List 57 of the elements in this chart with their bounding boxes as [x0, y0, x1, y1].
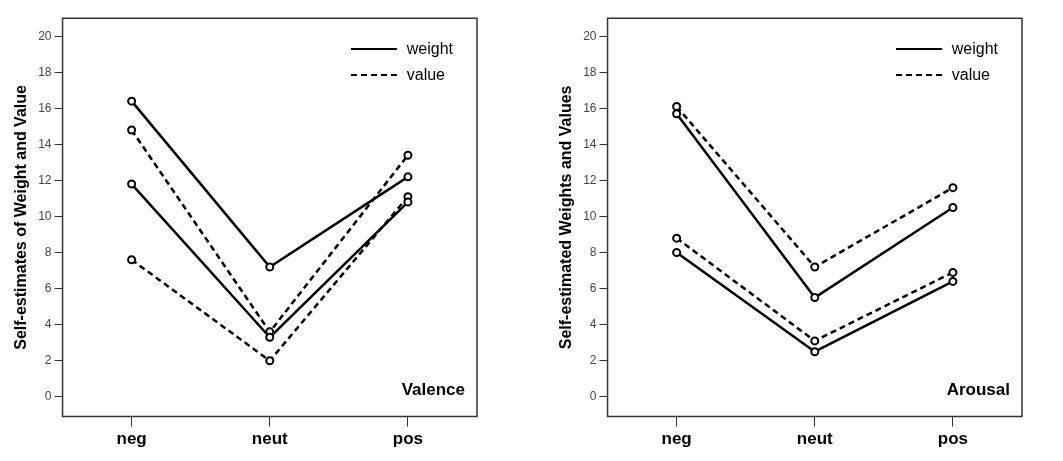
- point: [810, 262, 820, 272]
- point: [948, 202, 958, 212]
- y-tick-label: 0: [44, 389, 52, 404]
- y-tick-label: 14: [38, 136, 52, 151]
- point: [265, 356, 275, 366]
- point: [672, 248, 682, 258]
- x-tick-label: neut: [796, 429, 834, 449]
- point: [265, 262, 275, 272]
- y-tick-label: 16: [583, 100, 597, 115]
- annotation: Valence: [401, 379, 465, 399]
- y-tick-label: 0: [589, 389, 597, 404]
- y-axis-title: Self-estimates of Weight and Value: [12, 84, 30, 350]
- y-tick-label: 20: [38, 28, 52, 43]
- y-tick-label: 2: [44, 353, 52, 368]
- point: [403, 172, 413, 182]
- y-tick-label: 12: [583, 172, 597, 187]
- point: [810, 336, 820, 346]
- y-tick-label: 4: [589, 316, 597, 331]
- y-tick-label: 10: [583, 208, 597, 223]
- annotation: Arousal: [946, 379, 1010, 399]
- x-tick-label: pos: [937, 429, 969, 449]
- legend-label: value: [406, 66, 445, 84]
- legend-label: value: [951, 66, 990, 84]
- y-tick-label: 8: [589, 244, 597, 259]
- y-tick-label: 18: [583, 64, 597, 79]
- point: [127, 255, 137, 265]
- x-tick-label: neg: [661, 429, 692, 449]
- point: [948, 276, 958, 286]
- point: [127, 125, 137, 135]
- x-tick-label: neut: [251, 429, 289, 449]
- y-tick-label: 10: [38, 208, 52, 223]
- y-tick-label: 18: [38, 64, 52, 79]
- y-tick-label: 2: [589, 353, 597, 368]
- y-tick-label: 6: [589, 280, 597, 295]
- point: [672, 109, 682, 119]
- x-tick-label: pos: [392, 429, 424, 449]
- x-tick-label: neg: [116, 429, 147, 449]
- y-tick-label: 16: [38, 100, 52, 115]
- point: [948, 267, 958, 277]
- point: [265, 332, 275, 342]
- point: [948, 183, 958, 193]
- point: [810, 293, 820, 303]
- point: [403, 150, 413, 160]
- point: [127, 179, 137, 189]
- y-tick-label: 4: [44, 316, 52, 331]
- legend-label: weight: [406, 40, 453, 58]
- y-axis-title: Self-estimated Weights and Values: [557, 85, 575, 350]
- y-tick-label: 12: [38, 172, 52, 187]
- point: [127, 96, 137, 106]
- point: [672, 233, 682, 243]
- legend-label: weight: [951, 40, 998, 58]
- y-tick-label: 20: [583, 28, 597, 43]
- point: [810, 347, 820, 357]
- y-tick-label: 8: [44, 244, 52, 259]
- y-tick-label: 14: [583, 136, 597, 151]
- y-tick-label: 6: [44, 280, 52, 295]
- point: [403, 197, 413, 207]
